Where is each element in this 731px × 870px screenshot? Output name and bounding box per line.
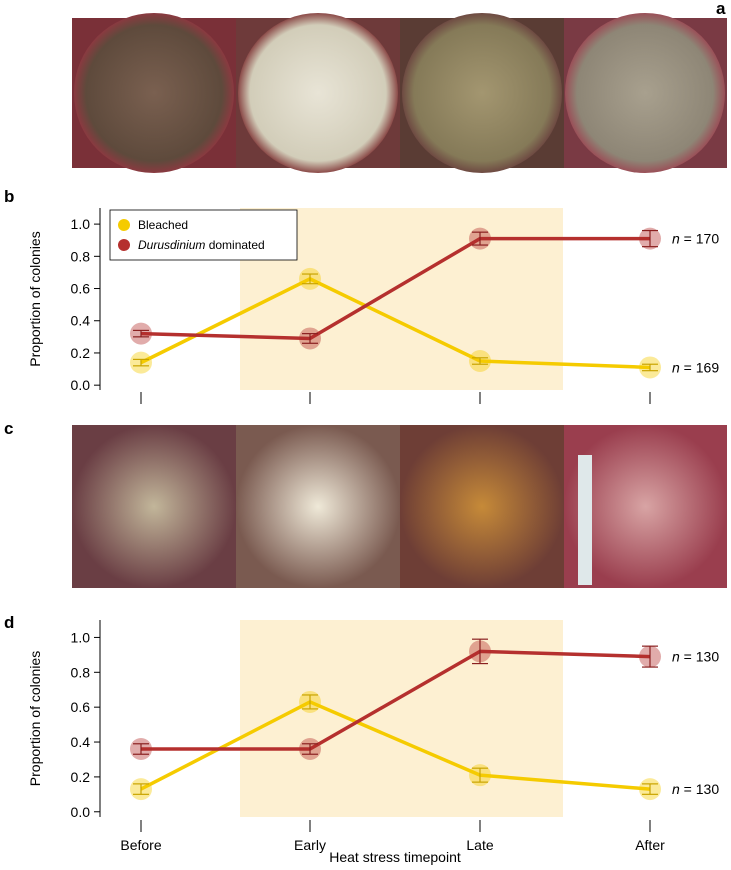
y-tick-label: 0.2 xyxy=(71,345,91,361)
y-axis-label: Proportion of colonies xyxy=(27,651,43,786)
sample-size: n = 170 xyxy=(672,231,719,247)
legend-swatch xyxy=(118,239,130,251)
series-line xyxy=(140,700,651,791)
y-tick-label: 0.0 xyxy=(71,377,91,393)
y-tick-label: 0.0 xyxy=(71,804,91,820)
legend-label: Durusdinium dominated xyxy=(138,238,265,252)
x-axis-label: Heat stress timepoint xyxy=(329,849,461,865)
panel-label: b xyxy=(4,187,14,206)
y-tick-label: 0.2 xyxy=(71,769,91,785)
y-tick-label: 0.8 xyxy=(71,664,91,680)
x-tick-label: Late xyxy=(466,837,493,853)
y-tick-label: 1.0 xyxy=(71,629,91,645)
y-tick-label: 0.6 xyxy=(71,281,91,297)
panel-label: c xyxy=(4,419,13,438)
sample-size: n = 130 xyxy=(672,781,719,797)
sample-size: n = 169 xyxy=(672,359,719,375)
series-line xyxy=(140,236,650,341)
panel-label: d xyxy=(4,613,14,632)
y-tick-label: 0.6 xyxy=(71,699,91,715)
photo-row-a xyxy=(72,13,727,173)
sample-size: n = 130 xyxy=(672,649,719,665)
y-tick-label: 0.8 xyxy=(71,248,91,264)
y-tick-label: 0.4 xyxy=(71,313,91,329)
legend-box xyxy=(109,209,298,261)
y-tick-label: 1.0 xyxy=(71,216,91,232)
x-tick-label: Early xyxy=(294,837,326,853)
photo-row-c xyxy=(72,425,727,588)
y-tick-label: 0.4 xyxy=(71,734,91,750)
series-line xyxy=(141,649,651,751)
y-axis-label: Proportion of colonies xyxy=(27,231,43,366)
x-tick-label: After xyxy=(635,837,665,853)
x-tick-label: Before xyxy=(120,837,161,853)
panel-label: a xyxy=(716,0,726,18)
legend-label: Bleached xyxy=(138,218,188,232)
heat-stress-shade xyxy=(240,620,563,817)
series-line xyxy=(140,276,651,370)
legend-swatch xyxy=(118,219,130,231)
